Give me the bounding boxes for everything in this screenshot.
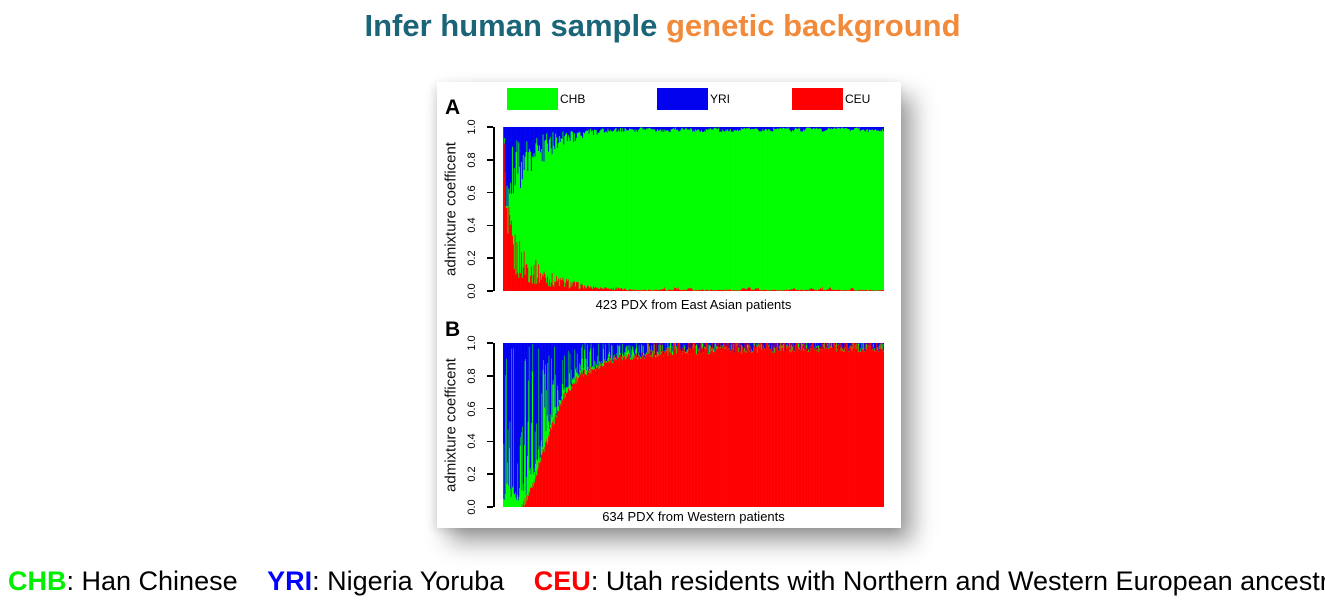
y-axis-tick — [487, 290, 493, 292]
y-axis-line — [493, 343, 495, 507]
y-axis-tick — [487, 159, 493, 161]
yri-desc: : Nigeria Yoruba — [312, 566, 505, 596]
y-axis-tick-label: 0.4 — [466, 433, 478, 450]
yri-color-swatch — [657, 88, 708, 110]
y-axis-tick — [487, 375, 493, 377]
y-axis-tick — [487, 342, 493, 344]
panel-b-label: B — [445, 318, 461, 341]
y-axis-tick — [487, 257, 493, 259]
y-axis-tick-label: 0.8 — [466, 152, 478, 168]
figure-card: CHB YRI CEU A admixture coefficent 0.0 0.2 0… — [437, 82, 901, 528]
legend-label: CEU — [845, 92, 871, 106]
page-title-part2: genetic background — [665, 8, 961, 43]
panel-b-plot: 0.0 0.2 0.4 0.6 0.8 1.0 — [466, 335, 884, 515]
panel-a-caption: 423 PDX from East Asian patients — [595, 297, 792, 312]
legend-label: YRI — [710, 92, 731, 106]
legend-item-yri: YRI — [657, 88, 730, 110]
y-axis-tick — [487, 407, 493, 410]
y-axis-tick-label: 0.6 — [466, 400, 478, 417]
panel-b-ylabel: admixture coefficent — [442, 358, 460, 492]
y-axis-tick-label: 1.0 — [466, 119, 478, 135]
chb-color-swatch — [507, 88, 558, 110]
y-axis-tick-label: 0.0 — [466, 499, 478, 515]
y-axis-tick-label: 0.8 — [466, 368, 478, 384]
chb-key: CHB — [8, 566, 67, 596]
panel-b-caption: 634 PDX from Western patients — [602, 509, 785, 524]
y-axis-tick — [487, 191, 493, 194]
y-axis-tick-label: 0.4 — [466, 217, 478, 234]
legend-label: CHB — [560, 92, 586, 106]
panel-a-ylabel: admixture coefficent — [442, 142, 460, 276]
y-axis-tick-label: 1.0 — [466, 335, 478, 351]
page-title: Infer human sample genetic background — [0, 8, 1325, 44]
y-axis-tick — [487, 126, 493, 128]
y-axis-tick — [487, 473, 493, 475]
y-axis-line — [493, 127, 495, 291]
panel-b-canvas — [503, 343, 884, 507]
ceu-color-swatch — [792, 88, 843, 110]
y-axis-tick-label: 0.6 — [466, 184, 478, 201]
y-axis-tick — [487, 506, 493, 508]
panel-a-plot: 0.0 0.2 0.4 0.6 0.8 1.0 — [466, 119, 884, 299]
legend-item-ceu: CEU — [792, 88, 870, 110]
y-axis-tick-label: 0.0 — [466, 283, 478, 299]
ceu-key: CEU — [533, 566, 591, 596]
y-axis-tick-label: 0.2 — [466, 466, 478, 482]
ceu-desc: : Utah residents with Northern and Weste… — [590, 566, 1325, 596]
panel-a-canvas — [503, 127, 884, 291]
population-key-line: CHB: Han Chinese YRI: Nigeria Yoruba CEU… — [8, 566, 1325, 597]
page-title-part1: Infer human sample — [364, 8, 666, 43]
panel-a-label: A — [445, 96, 461, 119]
chb-desc: : Han Chinese — [66, 566, 238, 596]
yri-key: YRI — [267, 566, 313, 596]
y-axis-tick-label: 0.2 — [466, 250, 478, 266]
legend-item-chb: CHB — [507, 88, 585, 110]
y-axis-tick — [487, 224, 493, 227]
y-axis-tick — [487, 440, 493, 443]
